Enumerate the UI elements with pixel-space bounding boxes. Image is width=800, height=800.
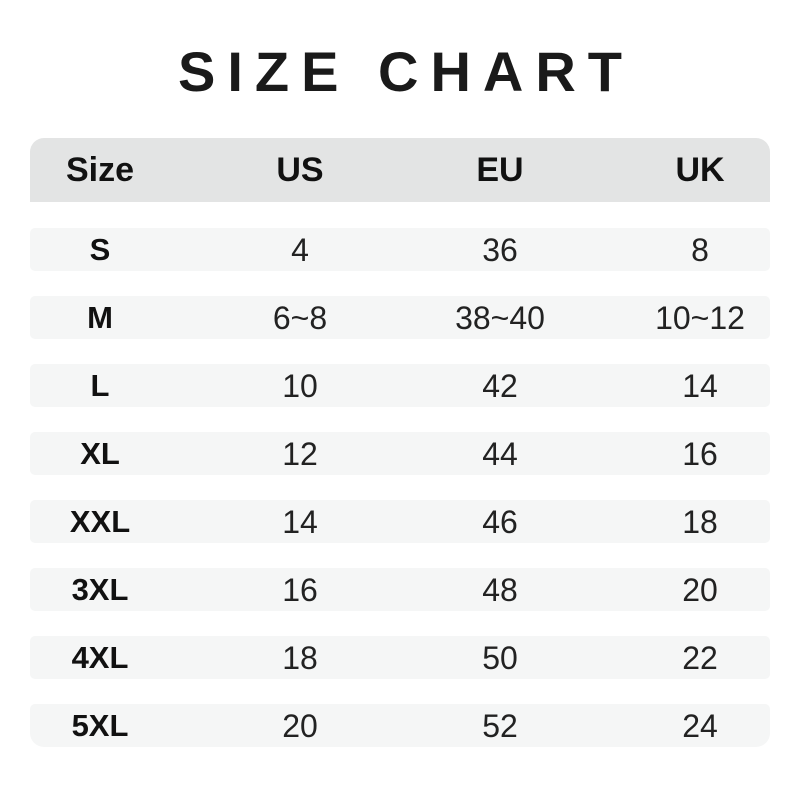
column-header-size: Size [65,151,135,189]
uk-value: 22 [682,639,718,676]
size-table: Size US EU UK S 4 36 8 M 6~8 38~40 10~12… [0,138,800,747]
eu-value: 36 [482,231,518,268]
column-header-eu: EU [476,151,524,189]
eu-value: 46 [482,503,518,540]
column-header-uk: UK [675,151,725,189]
column-header-us: US [276,151,324,189]
table-row-xl: XL 12 44 16 [0,432,800,475]
table-row-l: L 10 42 14 [0,364,800,407]
table-row-5xl: 5XL 20 52 24 [0,704,800,747]
size-label: 5XL [71,708,129,743]
eu-value: 42 [482,367,518,404]
eu-value: 38~40 [455,299,545,336]
us-value: 10 [282,367,318,404]
uk-value: 18 [682,503,718,540]
size-label: XXL [69,504,131,539]
us-value: 14 [282,503,318,540]
eu-value: 48 [482,571,518,608]
eu-value: 44 [482,435,518,472]
page-title: SIZE CHART [178,40,634,103]
size-label: S [89,232,111,267]
table-row-m: M 6~8 38~40 10~12 [0,296,800,339]
table-row-3xl: 3XL 16 48 20 [0,568,800,611]
size-label: M [87,300,113,335]
size-label: 3XL [71,572,129,607]
us-value: 4 [291,231,309,268]
table-row-xxl: XXL 14 46 18 [0,500,800,543]
table-row-4xl: 4XL 18 50 22 [0,636,800,679]
size-label: 4XL [71,640,129,675]
uk-value: 8 [691,231,709,268]
us-value: 6~8 [272,299,328,336]
us-value: 20 [282,707,318,744]
us-value: 18 [282,639,318,676]
uk-value: 20 [682,571,718,608]
size-label: XL [80,436,120,471]
us-value: 12 [282,435,318,472]
uk-value: 24 [682,707,718,744]
eu-value: 52 [482,707,518,744]
table-row-s: S 4 36 8 [0,228,800,271]
uk-value: 14 [682,367,718,404]
size-label: L [90,368,110,403]
us-value: 16 [282,571,318,608]
table-header-row: Size US EU UK [0,138,800,202]
eu-value: 50 [482,639,518,676]
uk-value: 10~12 [655,299,745,336]
uk-value: 16 [682,435,718,472]
